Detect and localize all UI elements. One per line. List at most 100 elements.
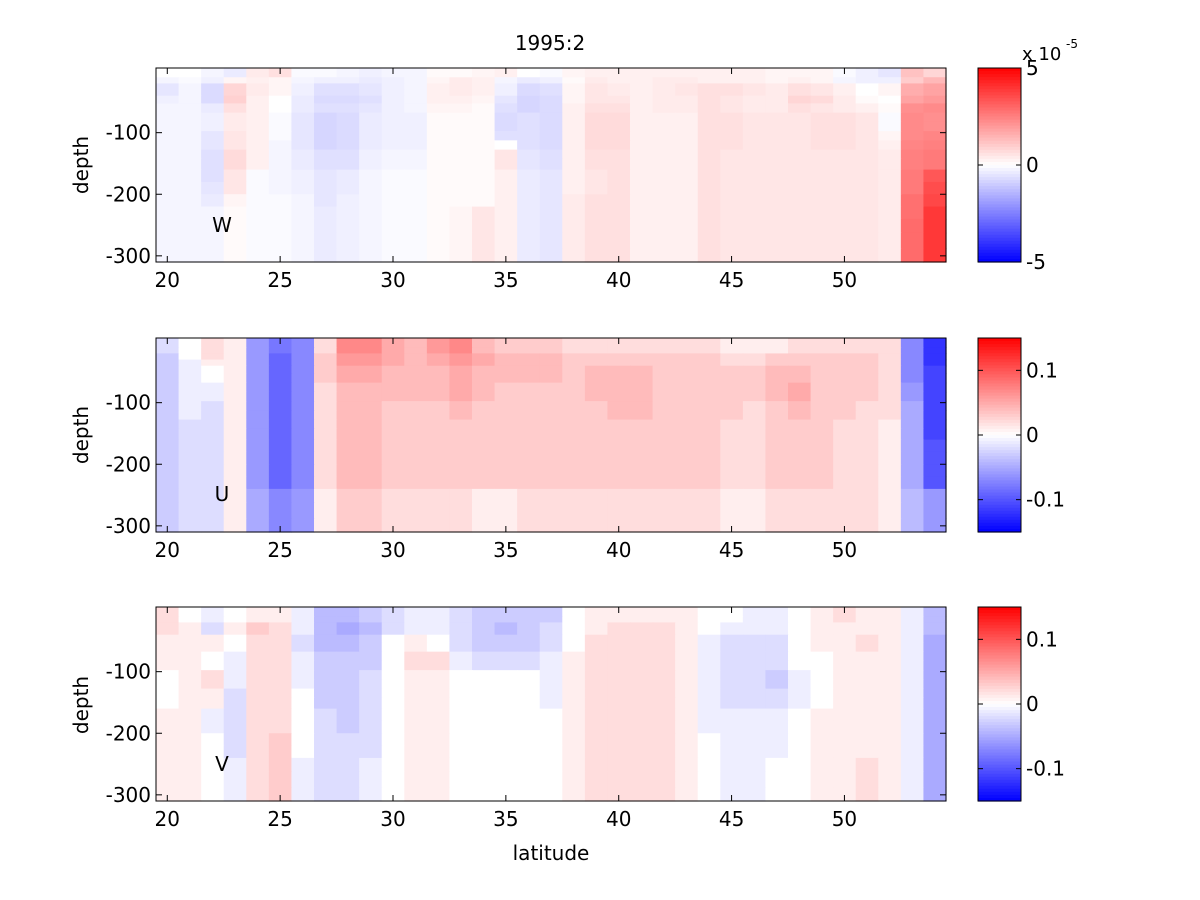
heatmap-w-cell bbox=[359, 232, 383, 249]
heatmap-u-cell bbox=[268, 365, 293, 375]
heatmap-w-cell bbox=[381, 89, 405, 97]
heatmap-u-cell bbox=[810, 464, 834, 478]
xtick-label-u: 35 bbox=[493, 538, 518, 562]
heatmap-u-cell bbox=[562, 338, 586, 348]
heatmap-v-cell bbox=[381, 679, 405, 690]
heatmap-w-cell bbox=[607, 169, 631, 183]
heatmap-u-cell bbox=[359, 338, 383, 348]
heatmap-v-cell bbox=[404, 616, 428, 623]
heatmap-w-cell bbox=[314, 103, 338, 114]
heatmap-u-cell bbox=[201, 476, 225, 490]
heatmap-v-cell bbox=[178, 771, 202, 788]
heatmap-u-cell bbox=[404, 488, 428, 504]
heatmap-w-cell bbox=[404, 68, 428, 78]
heatmap-w-cell bbox=[878, 103, 902, 114]
heatmap-w-cell bbox=[359, 149, 383, 160]
heatmap-v-cell bbox=[156, 720, 180, 734]
heatmap-u-cell bbox=[336, 347, 360, 354]
heatmap-u-cell bbox=[246, 518, 270, 533]
heatmap-w-cell bbox=[742, 169, 767, 183]
heatmap-u-cell bbox=[268, 347, 293, 354]
heatmap-u-cell bbox=[539, 439, 563, 453]
heatmap-u-cell bbox=[426, 476, 451, 490]
heatmap-u-cell bbox=[697, 365, 721, 375]
heatmap-v-cell bbox=[359, 697, 383, 710]
heatmap-w-cell bbox=[246, 232, 270, 249]
heatmap-w-cell bbox=[426, 218, 451, 234]
heatmap-v-cell bbox=[472, 660, 496, 671]
heatmap-u-cell bbox=[742, 419, 767, 430]
heatmap-v-cell bbox=[517, 607, 541, 617]
heatmap-w-cell bbox=[584, 248, 609, 263]
colorbar-u-step bbox=[978, 374, 1021, 379]
heatmap-v-cell bbox=[449, 708, 473, 722]
heatmap-w-cell bbox=[675, 131, 699, 141]
heatmap-v-cell bbox=[652, 642, 676, 653]
heatmap-w-cell bbox=[833, 89, 857, 97]
heatmap-w-cell bbox=[742, 95, 767, 105]
colorbar-w-step bbox=[978, 213, 1021, 218]
heatmap-v-cell bbox=[810, 660, 834, 671]
heatmap-v-cell bbox=[765, 733, 789, 747]
heatmap-v-cell bbox=[359, 628, 383, 636]
heatmap-w-cell bbox=[855, 206, 879, 220]
heatmap-u-cell bbox=[426, 401, 451, 411]
heatmap-v-cell bbox=[223, 771, 247, 788]
heatmap-w-cell bbox=[223, 95, 247, 105]
heatmap-w-cell bbox=[584, 121, 609, 132]
heatmap-w-cell bbox=[697, 103, 721, 114]
heatmap-v-cell bbox=[223, 679, 247, 690]
heatmap-u-cell bbox=[404, 382, 428, 393]
heatmap-u-cell bbox=[494, 518, 518, 533]
heatmap-v-cell bbox=[788, 651, 812, 662]
heatmap-v-cell bbox=[607, 745, 631, 759]
colorbar-u-step bbox=[978, 344, 1021, 348]
heatmap-v-cell bbox=[562, 697, 586, 710]
heatmap-v-cell bbox=[810, 757, 834, 773]
heatmap-u-cell bbox=[675, 410, 699, 421]
heatmap-w-cell bbox=[562, 140, 586, 151]
heatmap-v-cell bbox=[291, 679, 315, 690]
heatmap-v-cell bbox=[223, 670, 247, 680]
heatmap-v-cell bbox=[720, 733, 744, 747]
heatmap-u-cell bbox=[472, 353, 496, 361]
heatmap-u-cell bbox=[359, 410, 383, 421]
heatmap-v-cells bbox=[156, 607, 947, 802]
heatmap-v-cell bbox=[584, 697, 609, 710]
heatmap-u-cell bbox=[788, 476, 812, 490]
heatmap-w-cell bbox=[923, 68, 947, 78]
heatmap-u-cell bbox=[178, 359, 202, 367]
heatmap-w-cell bbox=[291, 121, 315, 132]
heatmap-w-cell bbox=[517, 121, 541, 132]
heatmap-v-cell bbox=[833, 642, 857, 653]
heatmap-v-cell bbox=[584, 708, 609, 722]
heatmap-u-cell bbox=[178, 353, 202, 361]
heatmap-u-cell bbox=[630, 347, 654, 354]
heatmap-w-cell bbox=[697, 83, 721, 91]
colorbar-v-step bbox=[978, 700, 1021, 705]
heatmap-w-cell bbox=[855, 68, 879, 78]
colorbar-v-step bbox=[978, 619, 1021, 623]
heatmap-u-cell bbox=[652, 338, 676, 348]
heatmap-u-cell bbox=[381, 365, 405, 375]
heatmap-u-cell bbox=[675, 518, 699, 533]
heatmap-w-cell bbox=[156, 181, 180, 195]
heatmap-w-cell bbox=[720, 232, 744, 249]
heatmap-u-cell bbox=[720, 518, 744, 533]
heatmap-w-cell bbox=[675, 103, 699, 114]
heatmap-v-cell bbox=[246, 733, 270, 747]
colorbar-w-step bbox=[978, 186, 1021, 190]
heatmap-u-cell bbox=[381, 451, 405, 465]
heatmap-w-cell bbox=[630, 248, 654, 263]
heatmap-u-cell bbox=[765, 476, 789, 490]
heatmap-w-cell bbox=[314, 232, 338, 249]
colorbar-w-step bbox=[978, 95, 1021, 99]
heatmap-v-cell bbox=[223, 757, 247, 773]
heatmap-w-cell bbox=[449, 149, 473, 160]
heatmap-v-cell bbox=[833, 688, 857, 699]
heatmap-u-cell bbox=[246, 338, 270, 348]
heatmap-v-cell bbox=[810, 688, 834, 699]
heatmap-v-cell bbox=[765, 651, 789, 662]
colorbar-v-step bbox=[978, 658, 1021, 663]
heatmap-v-cell bbox=[855, 771, 879, 788]
